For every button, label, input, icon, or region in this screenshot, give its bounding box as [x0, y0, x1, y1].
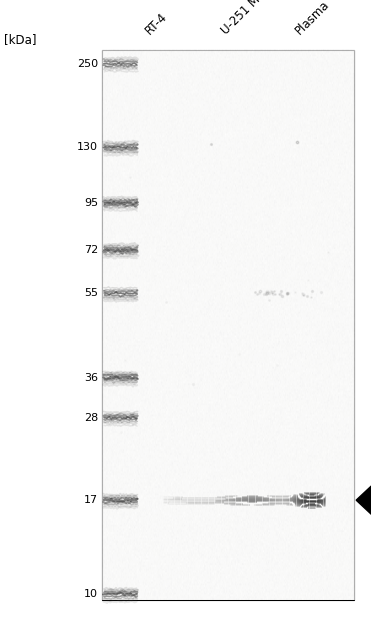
Text: 10: 10: [84, 589, 98, 599]
Text: 72: 72: [84, 245, 98, 255]
Text: 55: 55: [84, 288, 98, 298]
Text: [kDa]: [kDa]: [4, 33, 36, 46]
Text: 130: 130: [77, 142, 98, 152]
Text: U-251 MG: U-251 MG: [219, 0, 269, 37]
Text: RT-4: RT-4: [143, 10, 170, 37]
Polygon shape: [356, 483, 371, 517]
Text: 17: 17: [84, 495, 98, 505]
Text: 28: 28: [84, 413, 98, 423]
Text: Plasma: Plasma: [293, 0, 332, 37]
Text: 250: 250: [77, 59, 98, 69]
Text: 95: 95: [84, 198, 98, 208]
Text: 36: 36: [84, 373, 98, 383]
Bar: [102, 50, 354, 600]
